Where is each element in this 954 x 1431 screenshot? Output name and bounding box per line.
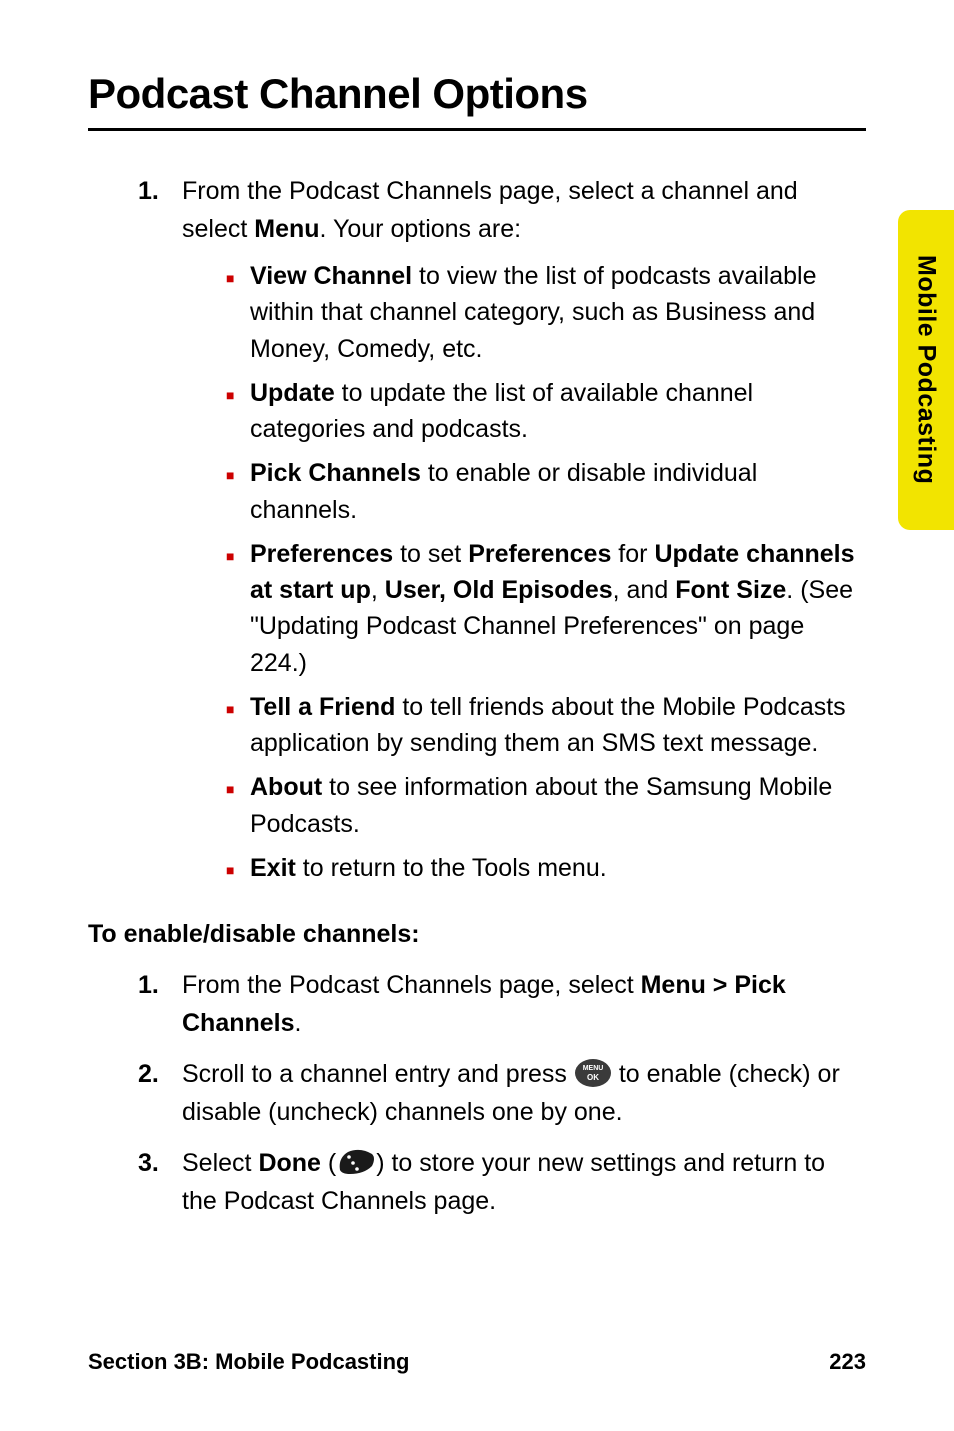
- menu-ok-button-icon: MENUOK: [574, 1058, 612, 1088]
- sub-item: ■ Update to update the list of available…: [226, 375, 866, 448]
- sub-item-text: Tell a Friend to tell friends about the …: [250, 689, 866, 762]
- sub-item: ■ Tell a Friend to tell friends about th…: [226, 689, 866, 762]
- bullet-icon: ■: [226, 455, 250, 528]
- text: to set: [393, 540, 468, 568]
- left-softkey-icon: [336, 1148, 376, 1176]
- bullet-icon: ■: [226, 375, 250, 448]
- item-content: Scroll to a channel entry and press MENU…: [182, 1056, 866, 1131]
- list-item: 3. Select Done () to store your new sett…: [138, 1145, 866, 1220]
- item-number: 1.: [138, 967, 182, 1042]
- page-content: Podcast Channel Options 1. From the Podc…: [0, 0, 954, 1220]
- sub-item-text: Preferences to set Preferences for Updat…: [250, 536, 866, 681]
- bullet-icon: ■: [226, 769, 250, 842]
- bullet-icon: ■: [226, 850, 250, 886]
- sub-heading: To enable/disable channels:: [88, 920, 866, 949]
- list-item: 2. Scroll to a channel entry and press M…: [138, 1056, 866, 1131]
- sub-item-text: Update to update the list of available c…: [250, 375, 866, 448]
- text: to see information about the Samsung Mob…: [250, 773, 832, 837]
- item-number: 3.: [138, 1145, 182, 1220]
- item-number: 2.: [138, 1056, 182, 1131]
- text: From the Podcast Channels page, select: [182, 971, 641, 999]
- text: , and: [613, 576, 676, 604]
- sub-item: ■ Preferences to set Preferences for Upd…: [226, 536, 866, 681]
- sub-item-text: Pick Channels to enable or disable indiv…: [250, 455, 866, 528]
- bullet-icon: ■: [226, 689, 250, 762]
- options-list: 1. From the Podcast Channels page, selec…: [138, 173, 866, 894]
- page-footer: Section 3B: Mobile Podcasting 223: [88, 1349, 866, 1375]
- bold-text: About: [250, 773, 322, 801]
- item-content: Select Done () to store your new setting…: [182, 1145, 866, 1220]
- bold-text: Tell a Friend: [250, 693, 395, 721]
- text: (: [321, 1149, 336, 1177]
- bold-text: View Channel: [250, 262, 412, 290]
- item-content: From the Podcast Channels page, select M…: [182, 967, 866, 1042]
- bullet-icon: ■: [226, 536, 250, 681]
- footer-page-number: 223: [829, 1349, 866, 1375]
- text: ,: [371, 576, 385, 604]
- bold-text: Font Size: [675, 576, 786, 604]
- svg-text:OK: OK: [587, 1073, 599, 1082]
- bold-text: Update: [250, 379, 335, 407]
- sub-item-text: About to see information about the Samsu…: [250, 769, 866, 842]
- text: . Your options are:: [320, 215, 522, 243]
- bold-text: Preferences: [250, 540, 393, 568]
- item-number: 1.: [138, 173, 182, 894]
- bold-text: User, Old Episodes: [385, 576, 613, 604]
- text: .: [295, 1009, 302, 1037]
- text: to return to the Tools menu.: [296, 854, 607, 882]
- bold-text: Menu: [254, 215, 319, 243]
- sub-item: ■ Exit to return to the Tools menu.: [226, 850, 866, 886]
- enable-steps-list: 1. From the Podcast Channels page, selec…: [138, 967, 866, 1220]
- sub-item: ■ View Channel to view the list of podca…: [226, 258, 866, 367]
- sub-list: ■ View Channel to view the list of podca…: [226, 258, 866, 886]
- footer-section-label: Section 3B: Mobile Podcasting: [88, 1349, 409, 1375]
- text: Select: [182, 1149, 258, 1177]
- svg-text:MENU: MENU: [583, 1065, 604, 1072]
- bold-text: Preferences: [468, 540, 611, 568]
- list-item: 1. From the Podcast Channels page, selec…: [138, 173, 866, 894]
- page-title: Podcast Channel Options: [88, 70, 866, 131]
- sub-item: ■ Pick Channels to enable or disable ind…: [226, 455, 866, 528]
- sub-item: ■ About to see information about the Sam…: [226, 769, 866, 842]
- sub-item-text: View Channel to view the list of podcast…: [250, 258, 866, 367]
- bold-text: Done: [258, 1149, 321, 1177]
- bold-text: Pick Channels: [250, 459, 421, 487]
- sub-item-text: Exit to return to the Tools menu.: [250, 850, 866, 886]
- bold-text: Exit: [250, 854, 296, 882]
- bullet-icon: ■: [226, 258, 250, 367]
- text: Scroll to a channel entry and press: [182, 1060, 574, 1088]
- item-content: From the Podcast Channels page, select a…: [182, 173, 866, 894]
- text: for: [611, 540, 654, 568]
- list-item: 1. From the Podcast Channels page, selec…: [138, 967, 866, 1042]
